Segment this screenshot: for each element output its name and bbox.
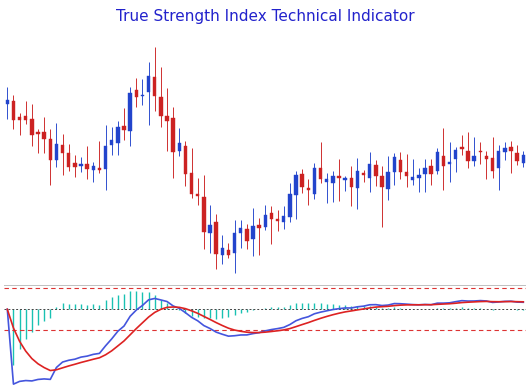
Bar bbox=[184, 146, 187, 174]
Bar bbox=[282, 216, 286, 222]
Bar bbox=[442, 156, 445, 165]
Title: True Strength Index Technical Indicator: True Strength Index Technical Indicator bbox=[116, 9, 415, 24]
Bar bbox=[263, 215, 267, 227]
Bar bbox=[331, 176, 334, 183]
Bar bbox=[423, 168, 427, 174]
Bar bbox=[166, 115, 169, 121]
Bar bbox=[448, 161, 451, 164]
Bar bbox=[233, 233, 236, 253]
Bar bbox=[270, 213, 273, 219]
Bar bbox=[49, 140, 52, 160]
Bar bbox=[129, 93, 132, 131]
Bar bbox=[417, 175, 421, 178]
Bar bbox=[12, 101, 15, 120]
Bar bbox=[319, 168, 322, 179]
Bar bbox=[55, 143, 58, 160]
Bar bbox=[153, 77, 157, 96]
Bar bbox=[30, 119, 33, 135]
Bar bbox=[79, 164, 83, 165]
Bar bbox=[355, 171, 359, 188]
Bar bbox=[454, 150, 458, 159]
Bar bbox=[491, 158, 494, 171]
Bar bbox=[362, 173, 365, 175]
Bar bbox=[245, 229, 249, 241]
Bar bbox=[430, 166, 433, 174]
Bar bbox=[503, 148, 507, 152]
Bar bbox=[116, 127, 120, 143]
Bar bbox=[190, 173, 193, 194]
Bar bbox=[485, 156, 488, 159]
Bar bbox=[300, 174, 304, 187]
Bar bbox=[227, 250, 230, 255]
Bar bbox=[393, 157, 396, 172]
Bar bbox=[73, 163, 77, 167]
Bar bbox=[239, 228, 242, 233]
Bar bbox=[509, 147, 513, 151]
Bar bbox=[221, 248, 224, 255]
Bar bbox=[147, 76, 150, 92]
Bar bbox=[307, 188, 310, 190]
Bar bbox=[178, 143, 181, 151]
Bar bbox=[196, 194, 199, 196]
Bar bbox=[338, 176, 341, 178]
Bar bbox=[387, 172, 390, 189]
Bar bbox=[411, 177, 414, 179]
Bar bbox=[343, 178, 347, 180]
Bar bbox=[141, 95, 144, 97]
Bar bbox=[515, 153, 519, 161]
Bar bbox=[202, 197, 206, 231]
Bar bbox=[313, 168, 316, 194]
Bar bbox=[98, 168, 101, 170]
Bar bbox=[122, 126, 126, 129]
Bar bbox=[159, 97, 162, 116]
Bar bbox=[42, 132, 46, 140]
Bar bbox=[466, 151, 470, 161]
Bar bbox=[405, 172, 408, 176]
Bar bbox=[399, 160, 402, 172]
Bar bbox=[380, 176, 384, 187]
Bar bbox=[61, 145, 65, 153]
Bar bbox=[86, 165, 89, 169]
Bar bbox=[104, 146, 107, 169]
Bar bbox=[497, 151, 500, 168]
Bar bbox=[288, 194, 291, 217]
Bar bbox=[24, 116, 28, 120]
Bar bbox=[134, 90, 138, 97]
Bar bbox=[208, 225, 212, 233]
Bar bbox=[6, 100, 9, 104]
Bar bbox=[18, 117, 21, 120]
Bar bbox=[479, 151, 482, 152]
Bar bbox=[522, 154, 525, 163]
Bar bbox=[435, 152, 439, 171]
Bar bbox=[67, 153, 70, 167]
Bar bbox=[276, 219, 279, 221]
Bar bbox=[37, 132, 40, 134]
Bar bbox=[171, 118, 175, 152]
Bar bbox=[350, 178, 353, 187]
Bar bbox=[460, 147, 463, 149]
Bar bbox=[294, 175, 298, 195]
Bar bbox=[251, 226, 254, 239]
Bar bbox=[325, 179, 329, 182]
Bar bbox=[92, 166, 95, 170]
Bar bbox=[214, 222, 218, 254]
Bar bbox=[110, 140, 113, 145]
Bar bbox=[258, 225, 261, 228]
Bar bbox=[368, 164, 371, 178]
Bar bbox=[472, 156, 476, 161]
Bar bbox=[374, 165, 378, 176]
